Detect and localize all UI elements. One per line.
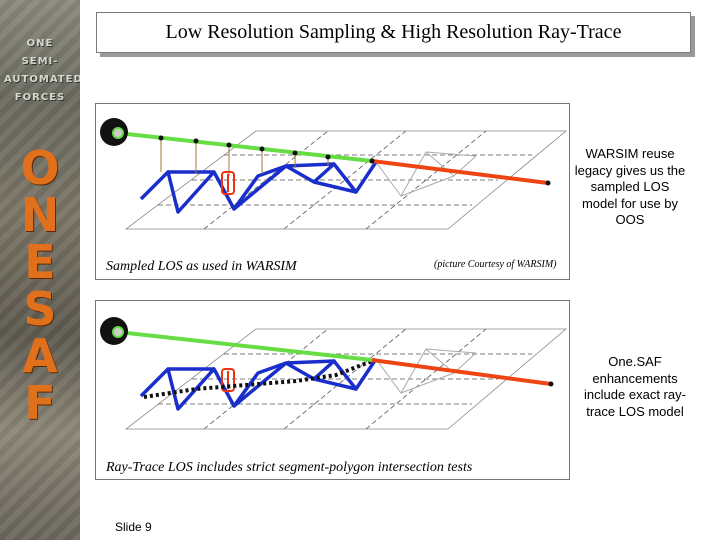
sidebar-logo-letters: O N E S A F [0,145,80,427]
slide-title: Low Resolution Sampling & High Resolutio… [165,21,622,43]
sidebar-word-semi: SEMI- [21,56,59,67]
logo-letter: S [23,282,57,336]
sidebar-texture [0,0,80,540]
logo-letter: O [20,141,60,195]
figure-sampled-los: Sampled LOS as used in WARSIM (picture C… [95,103,570,280]
los-visible-segment [117,131,373,163]
logo-letter: E [24,235,56,289]
terrain-visible [139,358,378,411]
terrain-hidden [375,348,477,394]
slide-number: Slide 9 [115,520,152,534]
vehicle-icon [221,171,235,195]
sidebar-banner: ONE SEMI- AUTOMATED FORCES O N E S A F [0,0,80,540]
sidebar-word-automated: AUTOMATED [4,74,80,85]
figure-ray-trace-los: Ray-Trace LOS includes strict segment-po… [95,300,570,480]
sampled-los-illustration [100,118,568,230]
note-warsim-reuse: WARSIM reuse legacy gives us the sampled… [574,146,686,227]
sidebar-word-one: ONE [26,38,54,49]
sample-points [158,135,551,186]
los-visible-segment [117,330,373,362]
los-blocked-segment [371,358,552,386]
title-box: Low Resolution Sampling & High Resolutio… [96,12,691,53]
terrain-grid [124,328,568,430]
terrain-hidden [375,151,477,197]
note-onesaf-enhancements: One.SAF enhancements include exact ray-t… [584,354,686,419]
sidebar-word-forces: FORCES [14,92,66,103]
los-end-point [548,381,554,387]
ray-trace-los-illustration [100,317,568,430]
logo-letter: A [22,329,58,383]
caption-sampled-los: Sampled LOS as used in WARSIM [106,259,297,274]
logo-letter: N [20,188,60,242]
observer-icon [100,118,128,146]
logo-letter: F [24,376,56,430]
picture-credit: (picture Courtesy of WARSIM) [434,259,557,270]
caption-ray-trace-los: Ray-Trace LOS includes strict segment-po… [106,460,473,475]
los-blocked-segment [371,159,549,185]
terrain-visible [139,161,378,214]
observer-icon [100,317,128,345]
ray-trace-ground-path [143,359,373,399]
